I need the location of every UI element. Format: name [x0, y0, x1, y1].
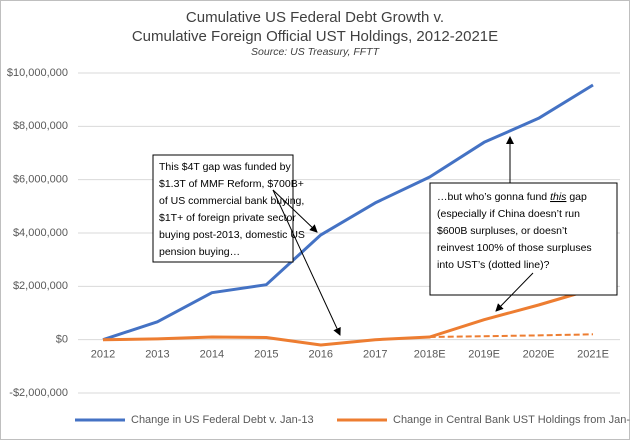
annotation-text: $600B surpluses, or doesn’t: [437, 225, 567, 237]
chart-title: Cumulative US Federal Debt Growth v.: [186, 9, 444, 26]
arrow: [495, 272, 534, 312]
annotation-box: [152, 154, 294, 263]
x-tick-label: 2012: [91, 349, 115, 361]
x-tick-label: 2013: [145, 349, 169, 361]
y-tick-label: $8,000,000: [13, 120, 68, 132]
annotation-text: pension buying…: [159, 246, 240, 258]
series-line: [429, 333, 594, 338]
annotation-text: $1T+ of foreign private sector: [159, 212, 296, 224]
x-tick-label: 2018E: [414, 349, 446, 361]
series-line: [102, 83, 594, 342]
annotation-text: This $4T gap was funded by: [159, 161, 291, 173]
arrow: [272, 189, 341, 336]
legend-label: Change in Central Bank UST Holdings from…: [393, 414, 630, 426]
x-tick-label: 2016: [309, 349, 333, 361]
annotation-text: (especially if China doesn’t run: [437, 208, 580, 220]
chart-subtitle: Source: US Treasury, FFTT: [251, 46, 381, 58]
x-tick-label: 2017: [363, 349, 387, 361]
x-tick-label: 2014: [200, 349, 224, 361]
y-tick-label: -$2,000,000: [9, 387, 68, 399]
annotation-text-part: …but who’s gonna fund: [437, 191, 550, 203]
annotation-text-part: gap: [566, 191, 587, 203]
y-tick-label: $0: [56, 334, 68, 346]
plot: [102, 83, 594, 347]
annotation-box: [429, 182, 618, 296]
legend-label: Change in US Federal Debt v. Jan-13: [131, 414, 314, 426]
y-tick-label: $6,000,000: [13, 174, 68, 186]
x-tick-label: 2015: [254, 349, 278, 361]
series-line: [102, 287, 594, 347]
annotation-text-part: this: [550, 191, 567, 203]
legend: Change in US Federal Debt v. Jan-13 Chang…: [75, 414, 630, 426]
annotation-text: $1.3T of MMF Reform, $700B+: [159, 178, 304, 190]
y-tick-label: $10,000,000: [7, 67, 68, 79]
annotations: This $4T gap was funded by $1.3T of MMF R…: [152, 136, 618, 336]
y-tick-label: $4,000,000: [13, 227, 68, 239]
y-tick-label: $2,000,000: [13, 280, 68, 292]
x-tick-label: 2021E: [577, 349, 609, 361]
chart-title: Cumulative Foreign Official UST Holdings…: [132, 28, 498, 45]
x-tick-label: 2019E: [468, 349, 500, 361]
x-tick-label: 2020E: [523, 349, 555, 361]
arrow: [272, 189, 318, 233]
annotation-text: buying post-2013, domestic US: [159, 229, 305, 241]
annotation-text: into UST’s (dotted line)?: [437, 259, 550, 271]
grid: -$2,000,000 $0 $2,000,000 $4,000,000 $6,000,…: [7, 67, 620, 399]
annotation-text: reinvest 100% of those surpluses: [437, 242, 592, 254]
annotation-text: …but who’s gonna fund this gap: [437, 191, 587, 203]
annotation-text: of US commercial bank buying,: [159, 195, 304, 207]
